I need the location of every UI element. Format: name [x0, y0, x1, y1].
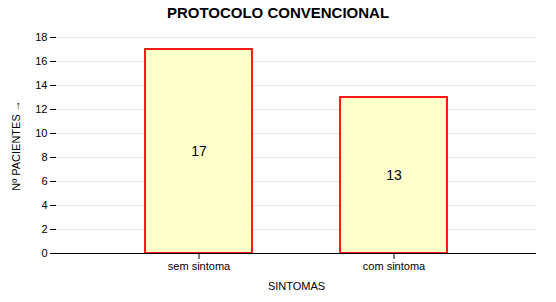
svg-text:SINTOMAS: SINTOMAS [268, 280, 325, 292]
svg-text:com sintoma: com sintoma [363, 260, 426, 272]
html-text:PROTOCOLO CONVENCIONAL: PROTOCOLO CONVENCIONAL [166, 4, 390, 21]
svg-text:sem sintoma: sem sintoma [168, 260, 231, 272]
svg-text:8: 8 [41, 151, 47, 163]
svg-text:Nº PACIENTES →: Nº PACIENTES → [10, 100, 22, 191]
svg-text:6: 6 [41, 175, 47, 187]
svg-text:12: 12 [35, 103, 47, 115]
svg-text:2: 2 [41, 223, 47, 235]
svg-text:14: 14 [35, 79, 47, 91]
svg-text:18: 18 [35, 31, 47, 43]
svg-text:4: 4 [41, 199, 47, 211]
svg-text:13: 13 [386, 167, 402, 183]
svg-text:17: 17 [191, 143, 207, 159]
svg-text:10: 10 [35, 127, 47, 139]
svg-text:16: 16 [35, 55, 47, 67]
svg-text:0: 0 [41, 247, 47, 259]
